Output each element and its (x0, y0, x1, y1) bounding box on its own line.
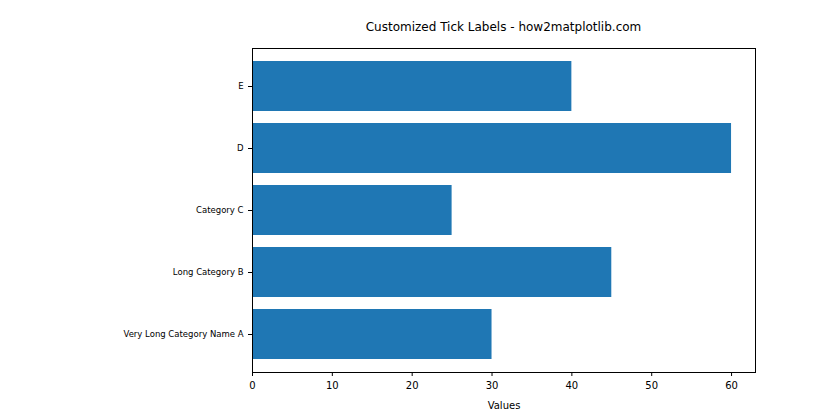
svg-text:30: 30 (486, 380, 499, 391)
svg-text:10: 10 (326, 380, 339, 391)
svg-text:D: D (237, 143, 244, 153)
svg-text:40: 40 (565, 380, 578, 391)
html-text:Customized Tick Labels - how2m: Customized Tick Labels - how2matplotlib.… (365, 20, 642, 34)
svg-text:50: 50 (645, 380, 658, 391)
svg-text:E: E (238, 81, 243, 91)
svg-text:Category C: Category C (196, 205, 244, 215)
svg-text:0: 0 (249, 380, 255, 391)
svg-text:Values: Values (488, 400, 521, 411)
svg-text:Very Long Category Name A: Very Long Category Name A (123, 329, 243, 339)
svg-text:60: 60 (725, 380, 738, 391)
svg-text:Long Category B: Long Category B (173, 267, 244, 277)
svg-text:20: 20 (406, 380, 419, 391)
